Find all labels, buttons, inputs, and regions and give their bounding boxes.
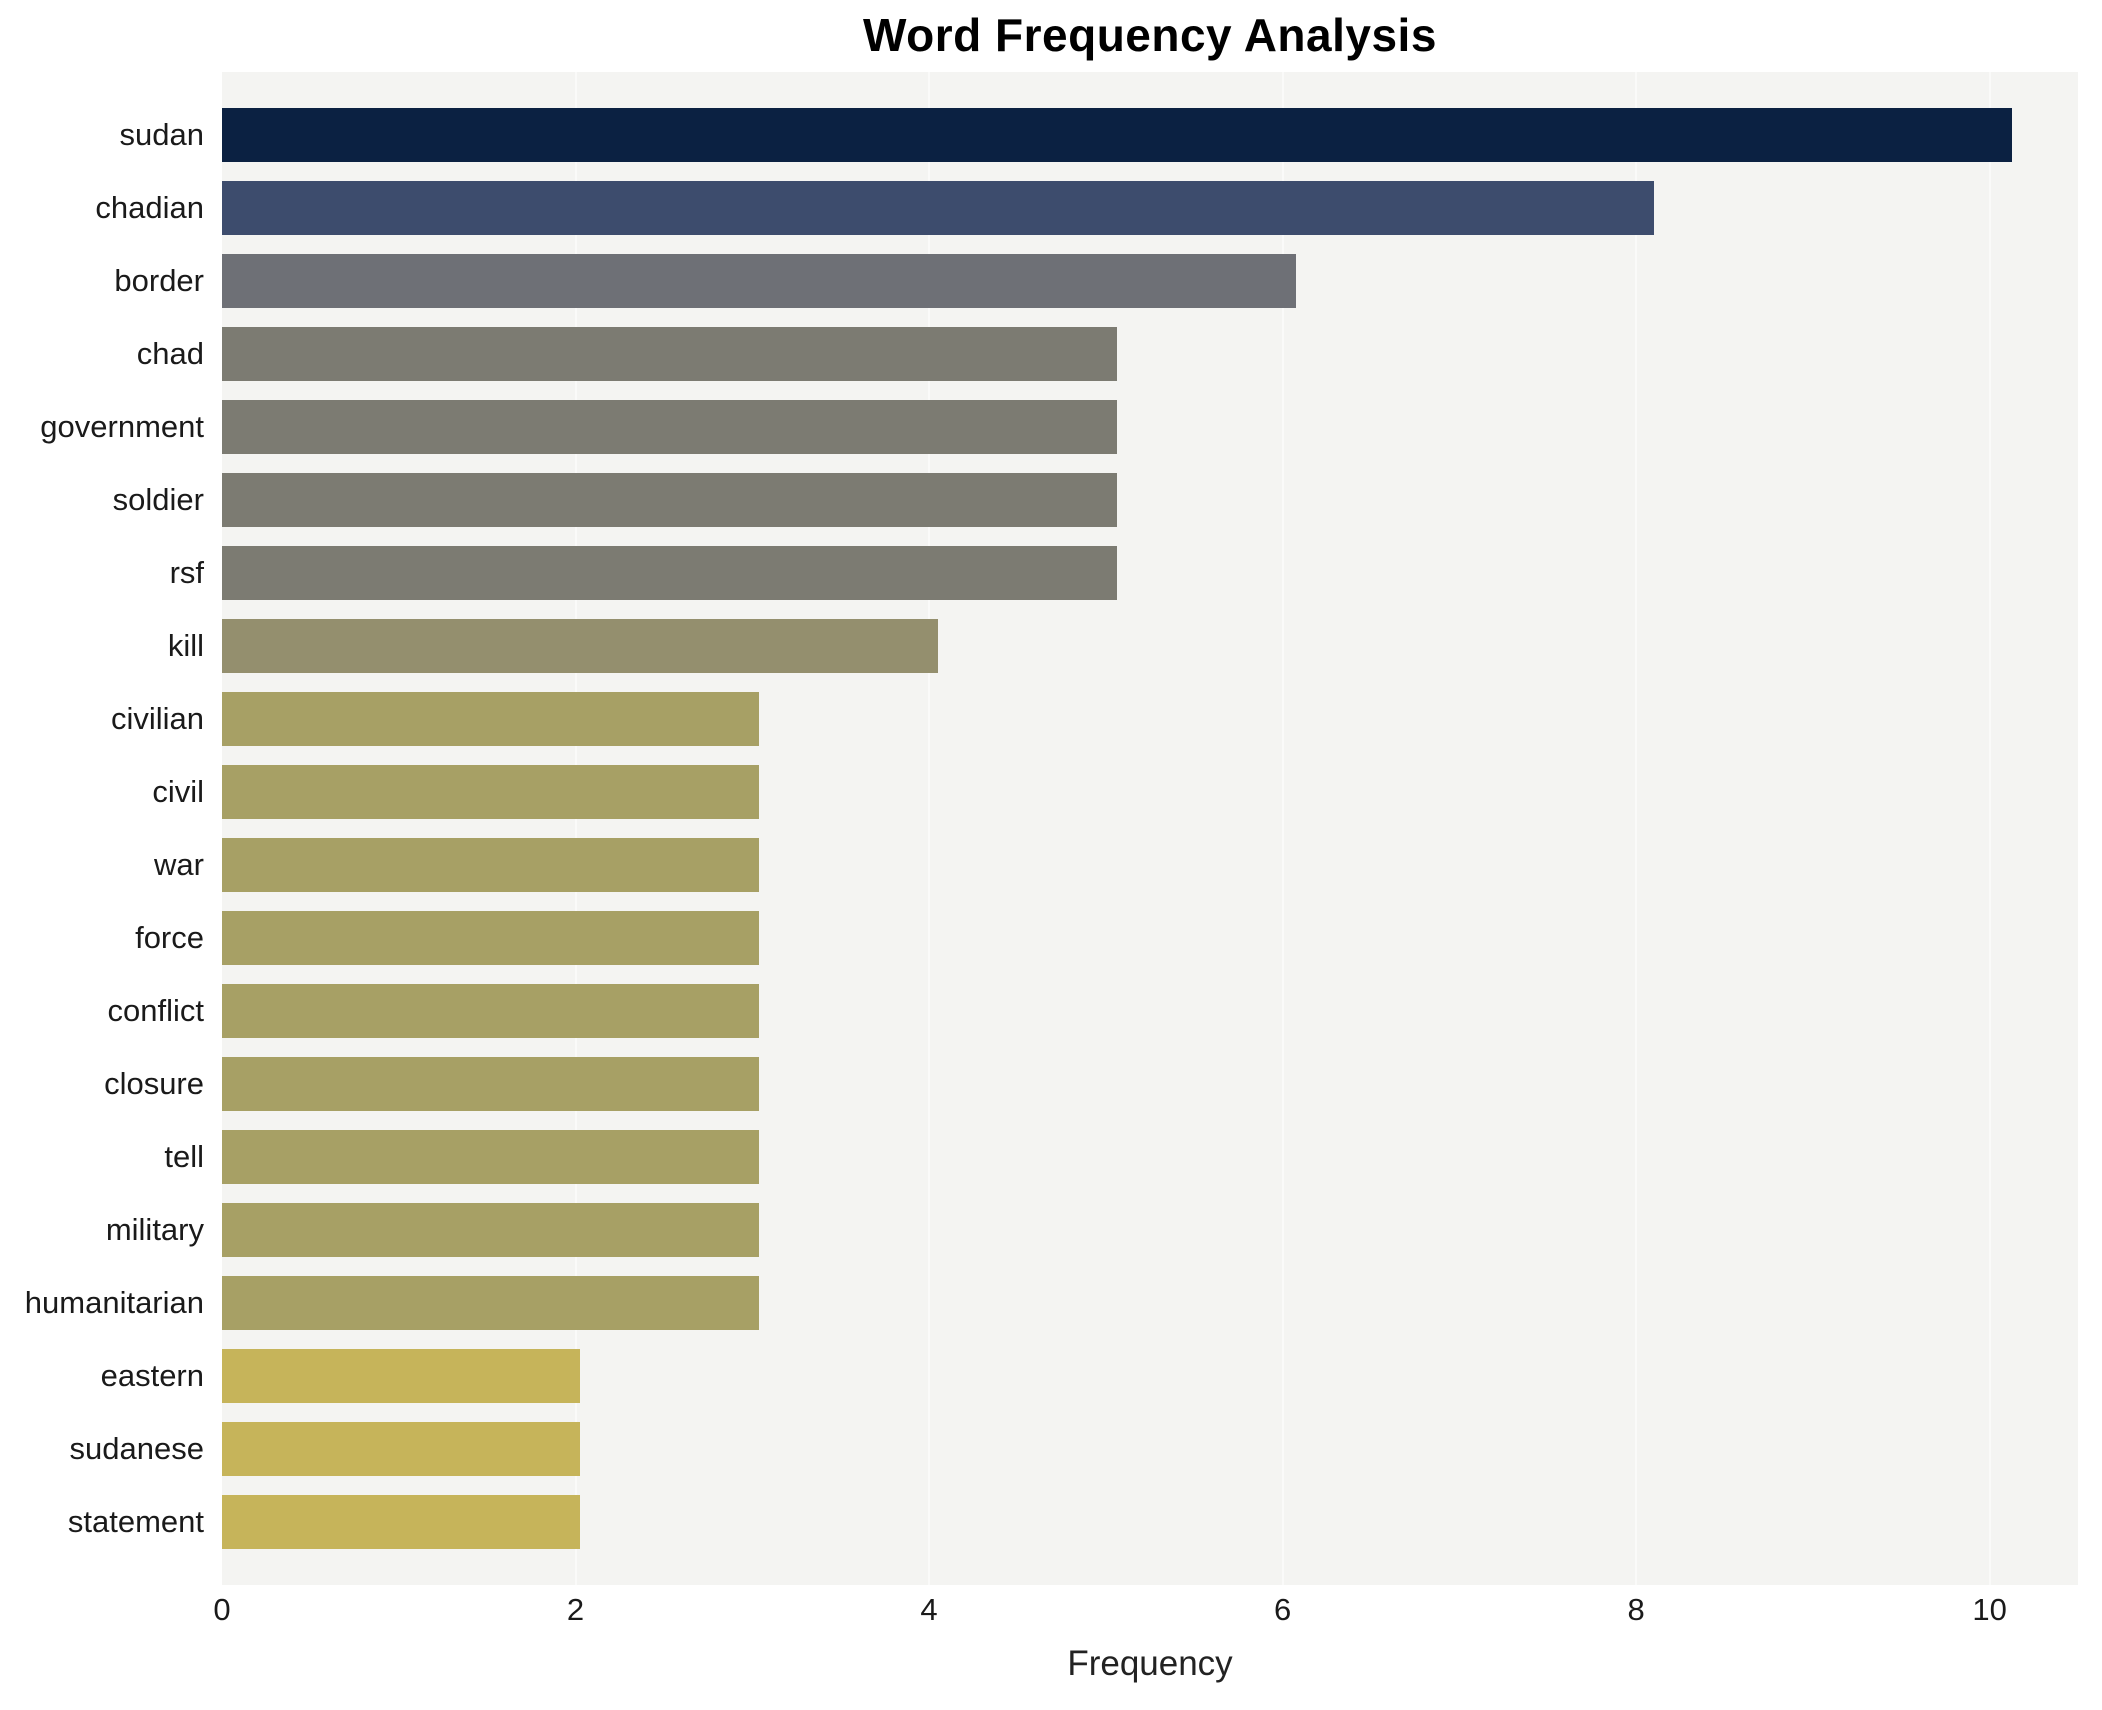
category-label: rsf [169, 554, 204, 590]
chart-title: Word Frequency Analysis [863, 9, 1437, 61]
bar-row: war [0, 828, 2102, 901]
bar-row: statement [0, 1486, 2102, 1559]
category-label: government [40, 408, 204, 444]
frequency-bar [222, 691, 760, 746]
bar-track [222, 98, 2102, 171]
frequency-bar [222, 107, 2013, 162]
frequency-bar [222, 984, 760, 1039]
bar-track [222, 317, 2102, 390]
bar-track [222, 609, 2102, 682]
frequency-bar [222, 1349, 581, 1404]
bar-rows: sudan chadian border chad government soldier r… [0, 72, 2102, 1585]
category-label: kill [167, 627, 204, 663]
bar-track [222, 1267, 2102, 1340]
bar-row: force [0, 902, 2102, 975]
gridline [1988, 72, 1991, 1585]
bar-track [222, 1194, 2102, 1267]
x-axis: 0 2 4 6 8 10 [0, 1592, 2102, 1636]
bar-track [222, 1413, 2102, 1486]
bar-track [222, 1340, 2102, 1413]
category-label: humanitarian [24, 1285, 204, 1321]
bar-row: conflict [0, 975, 2102, 1048]
gridline [1635, 72, 1638, 1585]
category-label: sudan [119, 116, 204, 152]
bar-track [222, 536, 2102, 609]
frequency-bar [222, 618, 939, 673]
category-label: civil [152, 773, 204, 809]
frequency-bar [222, 837, 760, 893]
bar-row: government [0, 390, 2102, 463]
bar-track [222, 755, 2102, 828]
chart-area: sudan chadian border chad government soldier r… [0, 72, 2102, 1585]
x-axis-tick-label: 6 [1273, 1592, 1292, 1627]
bar-track [222, 463, 2102, 536]
category-label: civilian [110, 700, 204, 736]
x-axis-label: Frequency [1067, 1644, 1233, 1683]
category-label: statement [67, 1504, 204, 1540]
frequency-bar [222, 1495, 581, 1550]
gridline [928, 72, 931, 1585]
frequency-bar [222, 180, 1655, 235]
bar-row: civilian [0, 682, 2102, 755]
bar-track [222, 682, 2102, 755]
bar-track [222, 1121, 2102, 1194]
category-label: force [135, 920, 204, 956]
x-axis-tick-label: 10 [1972, 1592, 2007, 1627]
bar-track [222, 1048, 2102, 1121]
category-label: chad [136, 335, 204, 371]
bar-row: soldier [0, 463, 2102, 536]
category-label: soldier [112, 481, 204, 517]
bar-track [222, 975, 2102, 1048]
category-label: border [114, 262, 204, 298]
bar-row: border [0, 244, 2102, 317]
category-label: sudanese [69, 1431, 204, 1467]
category-label: eastern [100, 1358, 204, 1394]
bar-row: closure [0, 1048, 2102, 1121]
bar-track [222, 828, 2102, 901]
bar-track [222, 171, 2102, 244]
gridline [1281, 72, 1284, 1585]
frequency-bar [222, 911, 760, 966]
frequency-bar [222, 1276, 760, 1331]
gridline [574, 72, 577, 1585]
bar-row: civil [0, 755, 2102, 828]
category-label: military [105, 1212, 204, 1248]
bar-row: tell [0, 1121, 2102, 1194]
category-label: conflict [107, 993, 204, 1029]
x-axis-tick-label: 8 [1627, 1592, 1645, 1627]
bar-track [222, 902, 2102, 975]
frequency-bar [222, 1130, 760, 1185]
frequency-bar [222, 1057, 760, 1112]
bar-track [222, 1486, 2102, 1559]
bar-row: sudanese [0, 1413, 2102, 1486]
frequency-bar [222, 326, 1118, 381]
frequency-bar [222, 253, 1297, 308]
category-label: closure [104, 1066, 204, 1102]
category-label: tell [164, 1139, 204, 1175]
bar-row: humanitarian [0, 1267, 2102, 1340]
frequency-bar [222, 1203, 760, 1258]
category-label: chadian [95, 189, 204, 225]
bar-track [222, 390, 2102, 463]
frequency-bar [222, 399, 1118, 454]
x-axis-tick-label: 0 [213, 1592, 231, 1627]
bar-row: kill [0, 609, 2102, 682]
x-axis-tick-label: 4 [920, 1592, 938, 1627]
frequency-bar [222, 1422, 581, 1477]
bar-row: military [0, 1194, 2102, 1267]
x-axis-tick-label: 2 [566, 1592, 585, 1627]
frequency-bar [222, 764, 760, 819]
bar-row: eastern [0, 1340, 2102, 1413]
plot-area [222, 72, 2078, 1585]
bar-row: sudan [0, 98, 2102, 171]
bar-track [222, 244, 2102, 317]
bar-row: chadian [0, 171, 2102, 244]
bar-row: chad [0, 317, 2102, 390]
bar-row: rsf [0, 536, 2102, 609]
category-label: war [154, 846, 204, 882]
frequency-bar [222, 545, 1118, 600]
frequency-bar [222, 472, 1118, 527]
